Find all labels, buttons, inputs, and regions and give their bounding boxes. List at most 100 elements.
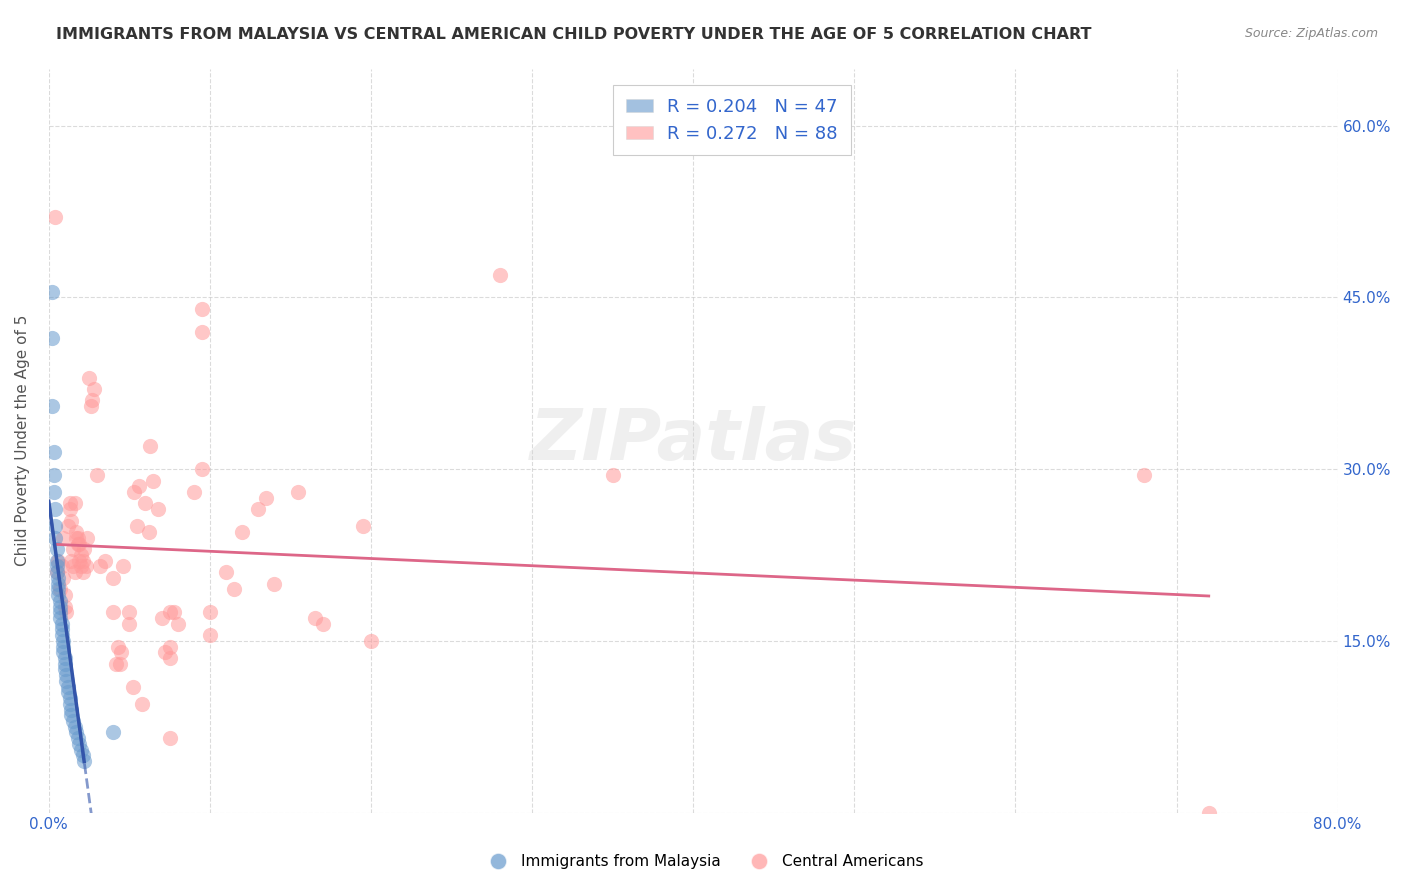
Point	[198, 605, 221, 619]
Point	[1133, 467, 1156, 482]
Point	[56, 680, 79, 694]
Point	[62, 542, 84, 557]
Point	[53, 599, 76, 614]
Point	[66, 531, 89, 545]
Point	[66, 731, 89, 746]
Point	[60, 554, 83, 568]
Point	[198, 628, 221, 642]
Point	[62, 559, 84, 574]
Point	[55, 668, 77, 682]
Point	[163, 605, 186, 619]
Point	[118, 616, 141, 631]
Point	[139, 439, 162, 453]
Point	[44, 531, 66, 545]
Point	[166, 616, 188, 631]
Point	[138, 525, 160, 540]
Point	[55, 673, 77, 688]
Point	[148, 502, 170, 516]
Point	[72, 748, 94, 763]
Point	[48, 571, 70, 585]
Point	[48, 582, 70, 597]
Point	[73, 754, 96, 768]
Point	[1198, 805, 1220, 820]
Point	[53, 663, 76, 677]
Point	[55, 605, 77, 619]
Text: ZIPatlas: ZIPatlas	[530, 406, 856, 475]
Point	[63, 565, 86, 579]
Point	[127, 519, 149, 533]
Point	[42, 467, 65, 482]
Point	[150, 611, 173, 625]
Point	[75, 559, 97, 574]
Point	[76, 531, 98, 545]
Point	[45, 565, 67, 579]
Point	[60, 702, 83, 716]
Point	[222, 582, 245, 597]
Point	[45, 565, 67, 579]
Point	[72, 565, 94, 579]
Point	[360, 633, 382, 648]
Point	[103, 605, 125, 619]
Point	[52, 640, 75, 654]
Point	[352, 519, 374, 533]
Point	[41, 399, 63, 413]
Point	[51, 616, 73, 631]
Point	[53, 651, 76, 665]
Point	[254, 491, 277, 505]
Point	[65, 725, 87, 739]
Point	[191, 301, 214, 316]
Point	[122, 485, 145, 500]
Point	[121, 680, 143, 694]
Point	[49, 594, 72, 608]
Point	[45, 559, 67, 574]
Point	[49, 582, 72, 597]
Point	[142, 474, 165, 488]
Point	[82, 393, 104, 408]
Point	[59, 496, 82, 510]
Point	[44, 502, 66, 516]
Point	[52, 633, 75, 648]
Point	[59, 697, 82, 711]
Point	[48, 554, 70, 568]
Point	[111, 559, 134, 574]
Point	[63, 496, 86, 510]
Point	[63, 720, 86, 734]
Point	[159, 605, 181, 619]
Point	[56, 519, 79, 533]
Point	[42, 445, 65, 459]
Point	[73, 542, 96, 557]
Point	[110, 645, 132, 659]
Point	[70, 742, 93, 756]
Point	[60, 514, 83, 528]
Y-axis label: Child Poverty Under the Age of 5: Child Poverty Under the Age of 5	[15, 315, 30, 566]
Point	[128, 479, 150, 493]
Text: Source: ZipAtlas.com: Source: ZipAtlas.com	[1244, 27, 1378, 40]
Point	[52, 531, 75, 545]
Point	[45, 542, 67, 557]
Point	[67, 737, 90, 751]
Point	[191, 462, 214, 476]
Point	[65, 525, 87, 540]
Point	[49, 605, 72, 619]
Point	[159, 640, 181, 654]
Point	[53, 588, 76, 602]
Point	[67, 554, 90, 568]
Point	[263, 576, 285, 591]
Point	[44, 519, 66, 533]
Point	[103, 571, 125, 585]
Point	[105, 657, 128, 671]
Point	[489, 268, 512, 282]
Point	[311, 616, 333, 631]
Point	[94, 554, 117, 568]
Point	[83, 382, 105, 396]
Point	[67, 536, 90, 550]
Point	[41, 330, 63, 344]
Point	[89, 559, 111, 574]
Point	[56, 685, 79, 699]
Point	[183, 485, 205, 500]
Legend: R = 0.204   N = 47, R = 0.272   N = 88: R = 0.204 N = 47, R = 0.272 N = 88	[613, 85, 851, 155]
Point	[53, 657, 76, 671]
Point	[42, 485, 65, 500]
Point	[287, 485, 309, 500]
Point	[159, 651, 181, 665]
